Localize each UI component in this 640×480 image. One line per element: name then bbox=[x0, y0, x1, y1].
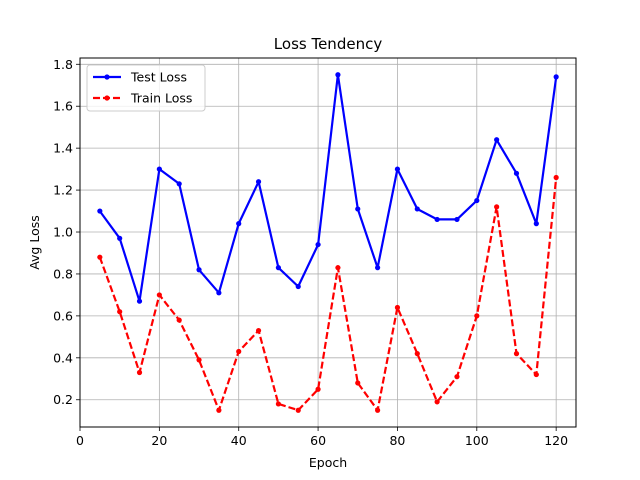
data-point bbox=[494, 204, 500, 210]
x-tick-label: 20 bbox=[151, 433, 167, 448]
data-point bbox=[375, 265, 381, 271]
data-point bbox=[236, 221, 242, 227]
data-point bbox=[156, 292, 162, 298]
y-tick-label: 0.6 bbox=[53, 308, 73, 323]
data-point bbox=[117, 309, 123, 315]
data-point bbox=[414, 206, 420, 212]
x-axis-label: Epoch bbox=[309, 455, 347, 470]
y-axis-ticks: 0.2 0.4 0.6 0.8 1.0 1.2 1.4 1.6 1.8 bbox=[53, 57, 80, 407]
legend-label: Train Loss bbox=[130, 91, 192, 106]
data-point bbox=[335, 72, 341, 78]
data-point bbox=[474, 197, 480, 204]
x-tick-label: 40 bbox=[231, 433, 247, 448]
series-line bbox=[98, 177, 558, 412]
legend-entry: Train Loss bbox=[93, 91, 192, 106]
data-point bbox=[136, 298, 143, 304]
chart-title: Loss Tendency bbox=[274, 35, 383, 53]
data-point bbox=[414, 351, 420, 357]
data-point bbox=[553, 74, 559, 80]
legend-marker bbox=[104, 74, 110, 80]
data-point bbox=[236, 348, 242, 355]
data-point bbox=[97, 208, 103, 214]
data-point bbox=[255, 327, 262, 334]
data-point bbox=[434, 399, 440, 405]
data-point bbox=[513, 170, 520, 176]
y-tick-label: 0.4 bbox=[53, 350, 73, 365]
data-point bbox=[117, 235, 123, 241]
data-point bbox=[156, 166, 162, 172]
data-point bbox=[275, 401, 281, 407]
data-point bbox=[315, 386, 321, 392]
data-point bbox=[216, 407, 222, 413]
x-axis-ticks: 0 20 40 60 80 100 120 bbox=[76, 427, 568, 448]
data-point bbox=[196, 357, 202, 363]
x-tick-label: 120 bbox=[544, 433, 568, 448]
data-point bbox=[454, 216, 460, 223]
data-point bbox=[434, 216, 440, 223]
data-point bbox=[355, 380, 361, 386]
data-point bbox=[97, 254, 103, 260]
data-point bbox=[295, 407, 301, 413]
data-point bbox=[335, 265, 341, 271]
series-train-loss bbox=[97, 174, 559, 413]
series-layer bbox=[97, 72, 559, 413]
y-tick-label: 1.4 bbox=[53, 141, 73, 156]
data-point bbox=[295, 283, 301, 290]
data-point bbox=[454, 374, 460, 380]
legend-marker bbox=[104, 95, 110, 101]
data-point bbox=[176, 317, 182, 323]
y-axis-label: Avg Loss bbox=[27, 215, 42, 270]
y-tick-label: 1.8 bbox=[53, 57, 73, 72]
data-point bbox=[394, 166, 401, 172]
data-point bbox=[355, 206, 361, 212]
series-line bbox=[98, 73, 558, 303]
data-point bbox=[315, 241, 321, 248]
x-tick-label: 60 bbox=[310, 433, 326, 448]
y-tick-label: 0.8 bbox=[53, 266, 73, 281]
x-tick-label: 80 bbox=[389, 433, 405, 448]
legend: Test Loss Train Loss bbox=[86, 64, 206, 112]
data-point bbox=[136, 369, 143, 376]
x-tick-label: 100 bbox=[465, 433, 489, 448]
data-point bbox=[176, 181, 182, 187]
y-tick-label: 1.0 bbox=[53, 225, 73, 240]
x-tick-label: 0 bbox=[76, 433, 84, 448]
data-point bbox=[394, 304, 401, 311]
data-point bbox=[553, 174, 559, 181]
data-point bbox=[533, 221, 539, 227]
legend-entry: Test Loss bbox=[93, 70, 187, 85]
data-point bbox=[196, 267, 202, 273]
data-point bbox=[533, 371, 539, 378]
legend-label: Test Loss bbox=[130, 70, 187, 85]
data-point bbox=[494, 137, 500, 143]
data-point bbox=[275, 265, 281, 271]
series-test-loss bbox=[97, 72, 559, 304]
data-point bbox=[216, 290, 222, 296]
plot-frame bbox=[79, 57, 577, 428]
data-point bbox=[375, 407, 381, 413]
y-tick-label: 0.2 bbox=[53, 392, 73, 407]
y-tick-label: 1.6 bbox=[53, 99, 73, 114]
data-point bbox=[513, 351, 520, 357]
y-tick-label: 1.2 bbox=[53, 183, 73, 198]
data-point bbox=[255, 179, 262, 185]
data-point bbox=[474, 313, 480, 319]
